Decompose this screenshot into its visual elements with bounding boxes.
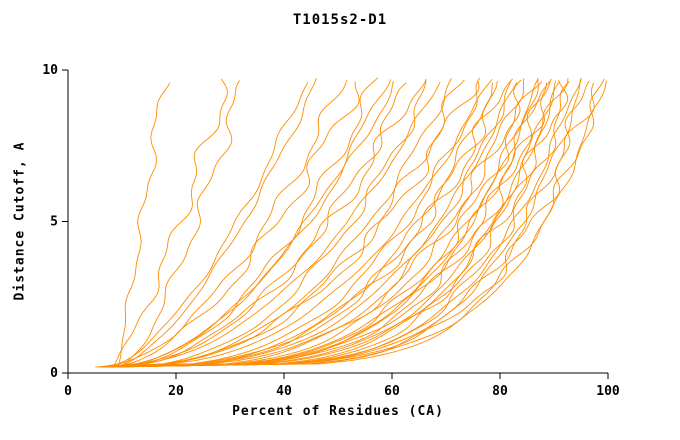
model-curve — [122, 80, 557, 368]
x-axis-label: Percent of Residues (CA) — [232, 404, 444, 419]
model-curve — [117, 82, 171, 368]
model-curve — [110, 78, 605, 368]
model-curve — [100, 79, 348, 368]
model-curve — [105, 79, 581, 368]
y-tick-label: 0 — [50, 366, 58, 381]
model-curve — [122, 77, 539, 368]
model-curve — [115, 80, 590, 368]
model-curve — [104, 79, 539, 368]
model-curve — [117, 78, 569, 368]
model-curve — [95, 80, 607, 368]
model-curve — [111, 81, 360, 368]
model-curve — [112, 81, 480, 368]
model-curve — [116, 78, 317, 368]
model-curve — [122, 77, 582, 368]
model-curve — [106, 81, 309, 368]
x-tick-label: 100 — [596, 384, 620, 399]
model-curve — [117, 81, 498, 368]
model-curve — [111, 81, 543, 368]
y-tick-label: 10 — [42, 63, 58, 78]
model-curve — [101, 82, 595, 368]
chart-title: T1015s2-D1 — [292, 12, 388, 28]
model-curve — [105, 79, 493, 368]
model-curve — [109, 81, 570, 368]
model-curve — [111, 78, 513, 368]
model-curve — [119, 80, 240, 368]
model-curve — [105, 81, 441, 368]
model-curve — [116, 78, 452, 368]
model-curve — [98, 82, 407, 368]
model-curve — [120, 77, 379, 368]
x-tick-label: 0 — [64, 384, 72, 399]
model-curve — [120, 77, 481, 368]
model-curve — [113, 78, 427, 368]
model-curve — [111, 78, 228, 368]
model-curve — [110, 78, 552, 368]
model-curve — [116, 80, 394, 368]
model-curve — [122, 80, 512, 368]
model-curve — [117, 78, 525, 368]
model-curve — [105, 82, 518, 368]
x-tick-label: 20 — [168, 384, 184, 399]
model-curve — [121, 80, 427, 368]
x-tick-label: 80 — [492, 384, 508, 399]
x-tick-label: 40 — [276, 384, 292, 399]
x-tick-label: 60 — [384, 384, 400, 399]
model-curve — [98, 79, 522, 368]
model-curve — [117, 80, 551, 368]
model-curve — [98, 82, 493, 368]
y-tick-label: 5 — [50, 215, 58, 230]
model-curve — [100, 79, 569, 368]
